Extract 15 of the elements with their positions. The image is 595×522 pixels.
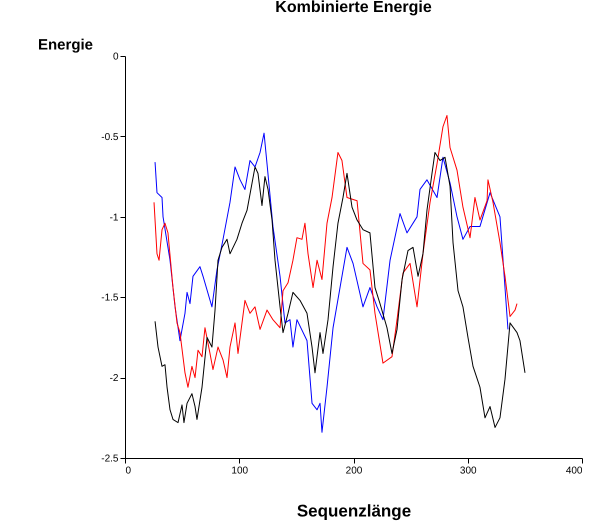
x-tick-label: 100	[231, 466, 249, 476]
x-tick-label: 300	[460, 466, 478, 476]
y-tick-label: -1.5	[101, 292, 119, 304]
chart-title: Kombinierte Energie	[275, 0, 432, 16]
y-tick-label: -2	[110, 373, 119, 384]
y-axis-title: Energie	[38, 36, 94, 54]
x-axis-title: Sequenzlänge	[296, 502, 412, 520]
y-tick-label: -1	[110, 212, 119, 224]
y-tick-label: -2.5	[101, 454, 119, 464]
x-tick-label: 0	[126, 466, 132, 476]
line-series	[154, 114, 518, 388]
y-tick-label: 0	[112, 52, 119, 62]
x-tick-label: 400	[566, 466, 583, 476]
y-tick-label: -0.5	[101, 132, 119, 143]
x-tick-label: 200	[346, 466, 363, 476]
